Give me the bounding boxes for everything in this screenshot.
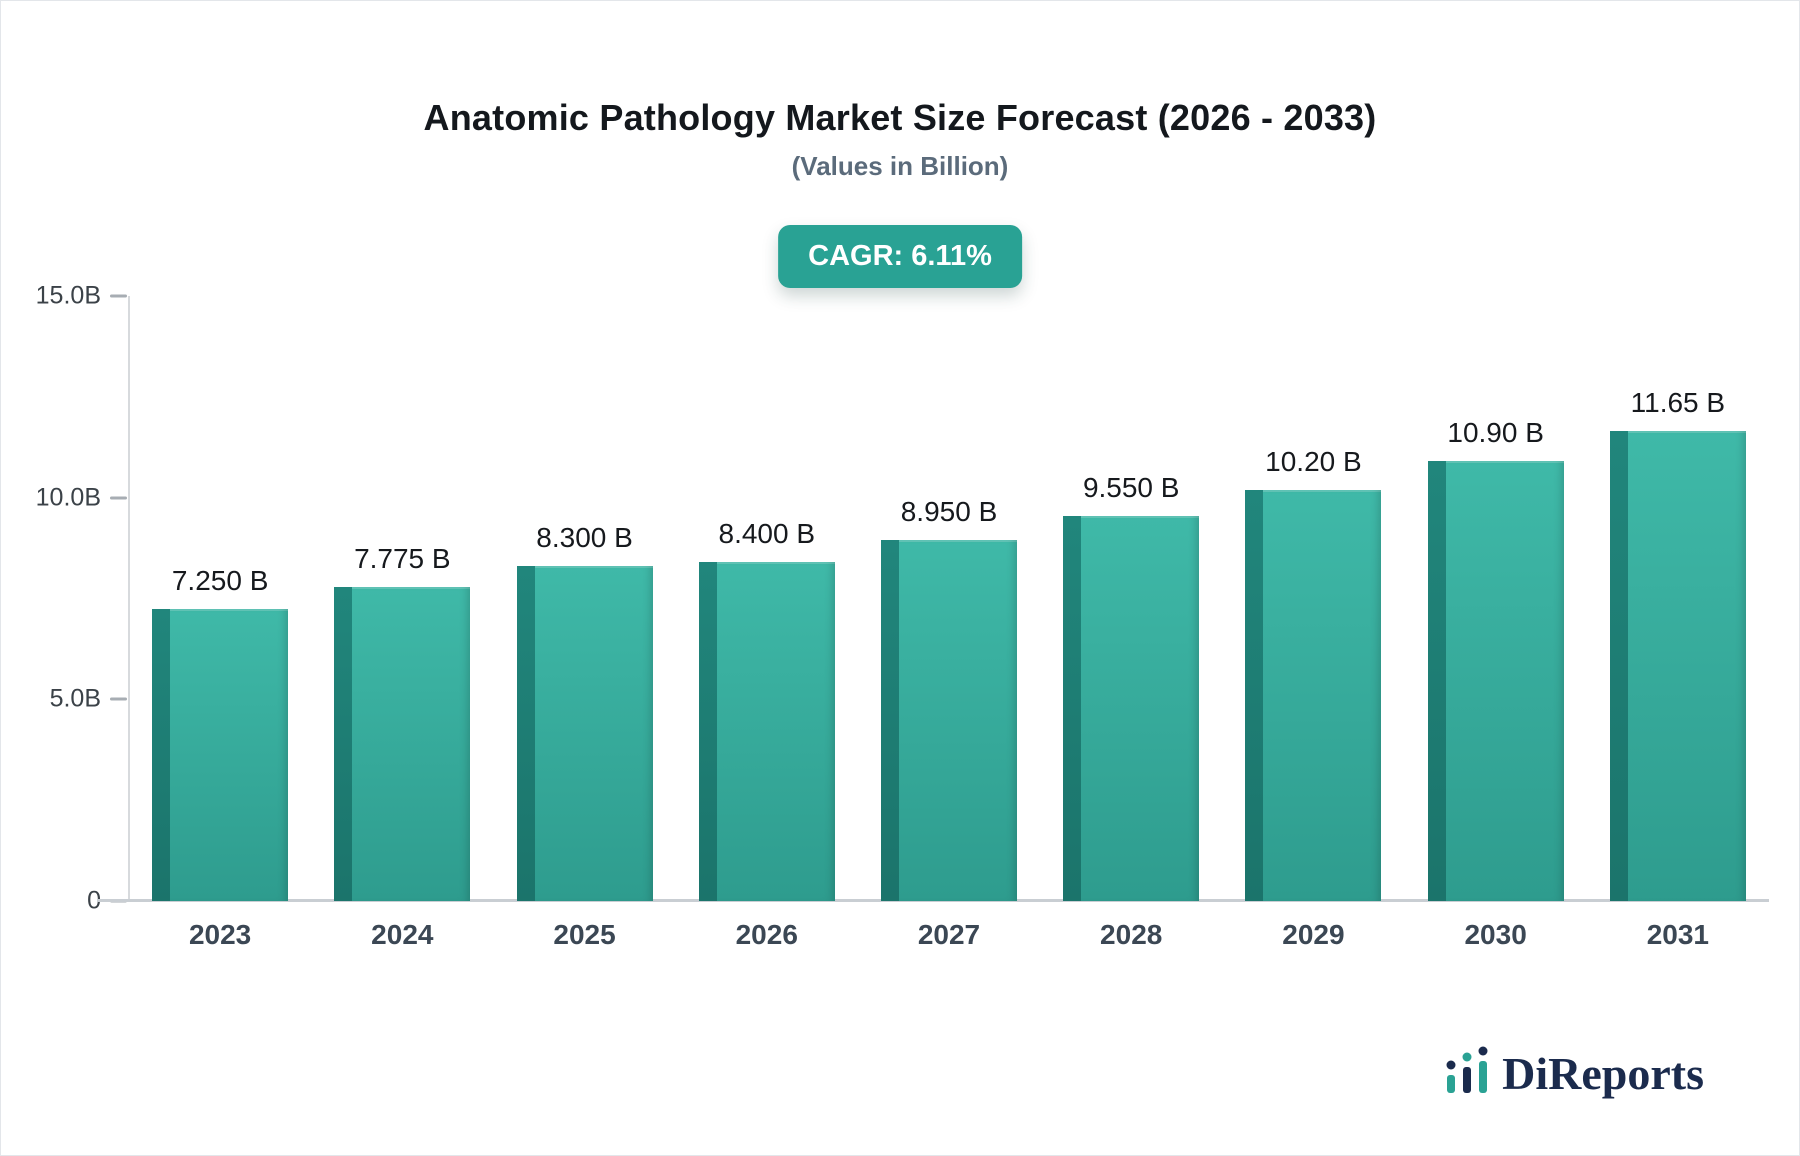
bar-face (1445, 461, 1564, 901)
y-tick-label: 0 (87, 886, 101, 915)
y-tick-label: 5.0B (49, 684, 101, 713)
bar-slot: 10.90 B (1405, 296, 1587, 901)
x-tick-label: 2026 (735, 919, 798, 950)
y-axis-tick: 15.0B (36, 282, 127, 311)
y-axis-line (128, 296, 130, 901)
x-tick-label: 2024 (371, 919, 434, 950)
y-axis-tick: 5.0B (50, 685, 127, 714)
x-tick-label: 2029 (1282, 919, 1345, 950)
y-tick-label: 15.0B (35, 281, 101, 310)
brand-logo: DiReports (1440, 1043, 1704, 1097)
bar-value-label: 10.90 B (1447, 417, 1544, 449)
bar-face (1627, 431, 1746, 901)
x-tick-label: 2030 (1464, 919, 1527, 950)
bar-face (716, 562, 835, 901)
bar-face (898, 540, 1017, 901)
bar-value-label: 8.950 B (900, 496, 998, 528)
bar-2023: 7.250 B (152, 565, 289, 901)
bar-side-shade (1063, 515, 1082, 901)
bar-side-shade (698, 562, 717, 901)
x-tick-label: 2028 (1100, 919, 1163, 950)
bar-slot: 8.300 B (493, 296, 675, 901)
bar-value-label: 8.300 B (536, 522, 633, 554)
bar-slot: 7.250 B (129, 296, 311, 901)
bar-2026: 8.400 B (698, 518, 835, 901)
bar-2027: 8.950 B (880, 496, 1017, 901)
y-tick-mark (110, 697, 127, 701)
bar-2029: 10.20 B (1245, 446, 1382, 901)
cagr-badge: CAGR: 6.11% (778, 225, 1022, 288)
bar-slot: 9.550 B (1040, 296, 1222, 901)
logo-text: DiReports (1502, 1048, 1704, 1099)
x-tick-label: 2023 (188, 919, 252, 950)
plot-area: 7.250 B 7.775 B 8.300 B 8.400 B 8.950 B 9.550… (129, 296, 1769, 901)
bar-slot: 11.65 B (1587, 296, 1769, 901)
chart-subtitle: (Values in Billion) (791, 151, 1009, 181)
bar-2030: 10.90 B (1427, 417, 1564, 901)
x-tick-label: 2027 (917, 919, 981, 950)
bar-side-shade (152, 608, 171, 901)
bar-side-shade (1427, 461, 1446, 901)
y-axis: 0 5.0B 10.0B 15.0B (1, 282, 127, 915)
logo-bars-icon (1440, 1043, 1494, 1097)
bar-value-label: 10.20 B (1265, 445, 1362, 477)
bar-2024: 7.775 B (334, 543, 471, 901)
x-tick-label: 2025 (553, 919, 616, 950)
chart-title: Anatomic Pathology Market Size Forecast … (423, 97, 1377, 138)
y-tick-mark (110, 294, 127, 298)
bar-side-shade (1609, 431, 1628, 901)
bar-slot: 7.775 B (311, 296, 493, 901)
bar-side-shade (334, 587, 353, 901)
bar-2031: 11.65 B (1609, 387, 1746, 901)
bar-side-shade (1245, 489, 1264, 901)
bar-slot: 8.950 B (858, 296, 1040, 901)
y-tick-mark (110, 496, 127, 500)
bar-2025: 8.300 B (516, 522, 653, 901)
bar-face (352, 587, 471, 901)
y-axis-tick: 10.0B (36, 483, 127, 512)
bar-value-label: 11.65 B (1630, 387, 1726, 419)
bar-face (1263, 489, 1382, 901)
bar-slot: 8.400 B (676, 296, 858, 901)
bar-side-shade (880, 540, 899, 901)
bar-face (534, 566, 653, 901)
bar-face (1081, 515, 1200, 901)
bar-slot: 10.20 B (1222, 296, 1404, 901)
bar-face (170, 608, 289, 901)
bar-value-label: 9.550 B (1082, 471, 1180, 503)
y-tick-label: 10.0B (35, 483, 101, 512)
bar-value-label: 7.250 B (171, 564, 269, 596)
bar-value-label: 8.400 B (718, 518, 816, 550)
x-tick-label: 2031 (1646, 919, 1709, 950)
bar-value-label: 7.775 B (354, 543, 451, 575)
bar-2028: 9.550 B (1063, 472, 1200, 901)
x-axis-labels: 2023 2024 2025 2026 2027 2028 2029 2030 2031 (129, 919, 1769, 951)
bar-side-shade (516, 566, 535, 901)
